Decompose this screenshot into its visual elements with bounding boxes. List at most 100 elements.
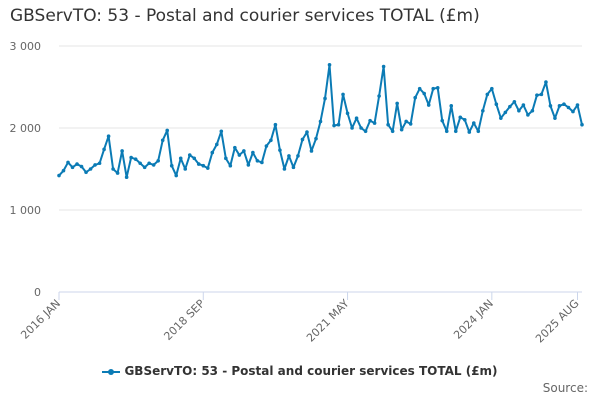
data-point[interactable] [426, 103, 431, 107]
data-point[interactable] [242, 149, 246, 153]
data-point[interactable] [462, 118, 467, 122]
data-point[interactable] [124, 175, 129, 179]
data-point[interactable] [372, 121, 377, 125]
data-point[interactable] [562, 102, 566, 107]
data-point[interactable] [160, 138, 165, 143]
data-point[interactable] [435, 86, 440, 90]
data-point[interactable] [386, 122, 390, 127]
data-point[interactable] [111, 167, 115, 171]
data-point[interactable] [151, 163, 156, 167]
data-point[interactable] [88, 167, 93, 171]
data-point[interactable] [75, 162, 79, 166]
data-point[interactable] [255, 159, 260, 163]
data-point[interactable] [341, 92, 345, 97]
legend[interactable]: GBServTO: 53 - Postal and courier servic… [0, 364, 600, 378]
data-point[interactable] [66, 160, 70, 165]
data-point[interactable] [453, 129, 458, 134]
data-point[interactable] [557, 104, 562, 108]
data-point[interactable] [156, 159, 160, 163]
data-point[interactable] [363, 129, 368, 134]
data-point[interactable] [544, 80, 548, 84]
data-point[interactable] [354, 116, 359, 120]
data-point[interactable] [187, 153, 192, 157]
data-point[interactable] [368, 118, 372, 123]
data-point[interactable] [183, 167, 188, 171]
data-point[interactable] [102, 147, 106, 152]
data-point[interactable] [539, 92, 544, 97]
data-point[interactable] [142, 165, 147, 170]
data-point[interactable] [350, 126, 354, 130]
data-point[interactable] [260, 160, 264, 165]
data-point[interactable] [530, 108, 535, 113]
data-point[interactable] [169, 163, 174, 168]
data-point[interactable] [174, 173, 179, 178]
data-point[interactable] [408, 122, 413, 126]
data-point[interactable] [178, 156, 183, 161]
data-point[interactable] [282, 167, 287, 171]
data-point[interactable] [61, 168, 66, 173]
data-point[interactable] [444, 129, 449, 134]
data-point[interactable] [314, 136, 318, 141]
data-point[interactable] [309, 149, 314, 153]
data-point[interactable] [57, 173, 61, 178]
data-point[interactable] [417, 86, 422, 91]
data-point[interactable] [336, 122, 341, 127]
data-point[interactable] [192, 156, 197, 161]
data-point[interactable] [485, 92, 490, 97]
data-point[interactable] [413, 95, 417, 100]
data-point[interactable] [237, 153, 242, 157]
data-point[interactable] [476, 129, 481, 134]
data-point[interactable] [512, 99, 517, 104]
data-point[interactable] [93, 163, 97, 167]
data-point[interactable] [196, 162, 201, 166]
data-point[interactable] [395, 101, 399, 106]
data-point[interactable] [471, 121, 476, 125]
data-point[interactable] [494, 102, 499, 107]
data-point[interactable] [431, 86, 436, 91]
data-point[interactable] [97, 161, 102, 166]
data-point[interactable] [138, 161, 142, 166]
data-point[interactable] [106, 134, 111, 138]
data-point[interactable] [120, 149, 124, 153]
data-point[interactable] [345, 111, 350, 116]
data-point[interactable] [205, 166, 210, 170]
data-point[interactable] [503, 110, 508, 115]
data-point[interactable] [521, 103, 526, 107]
data-point[interactable] [467, 130, 472, 134]
data-point[interactable] [508, 104, 512, 109]
data-point[interactable] [440, 118, 445, 123]
data-point[interactable] [535, 93, 539, 97]
data-point[interactable] [399, 127, 404, 132]
data-point[interactable] [224, 156, 228, 161]
data-point[interactable] [318, 119, 323, 124]
data-point[interactable] [404, 119, 408, 124]
data-point[interactable] [228, 163, 233, 168]
data-point[interactable] [571, 109, 575, 114]
data-point[interactable] [291, 165, 296, 170]
data-point[interactable] [458, 115, 463, 120]
data-point[interactable] [84, 170, 88, 175]
data-point[interactable] [323, 96, 327, 101]
data-point[interactable] [246, 163, 251, 167]
data-point[interactable] [79, 164, 84, 169]
data-point[interactable] [300, 137, 305, 142]
data-point[interactable] [210, 150, 215, 155]
data-point[interactable] [332, 123, 336, 128]
data-point[interactable] [273, 122, 278, 127]
data-point[interactable] [580, 122, 584, 127]
data-point[interactable] [566, 105, 571, 110]
data-point[interactable] [147, 161, 151, 166]
data-point[interactable] [381, 64, 386, 69]
data-point[interactable] [296, 154, 300, 158]
data-point[interactable] [278, 148, 282, 152]
data-point[interactable] [215, 142, 219, 147]
data-point[interactable] [251, 150, 255, 155]
data-point[interactable] [449, 104, 454, 108]
data-point[interactable] [264, 144, 269, 148]
data-point[interactable] [165, 128, 170, 133]
data-point[interactable] [548, 104, 553, 108]
data-point[interactable] [553, 116, 557, 120]
data-point[interactable] [129, 155, 133, 160]
data-point[interactable] [201, 163, 206, 168]
data-point[interactable] [517, 108, 521, 113]
